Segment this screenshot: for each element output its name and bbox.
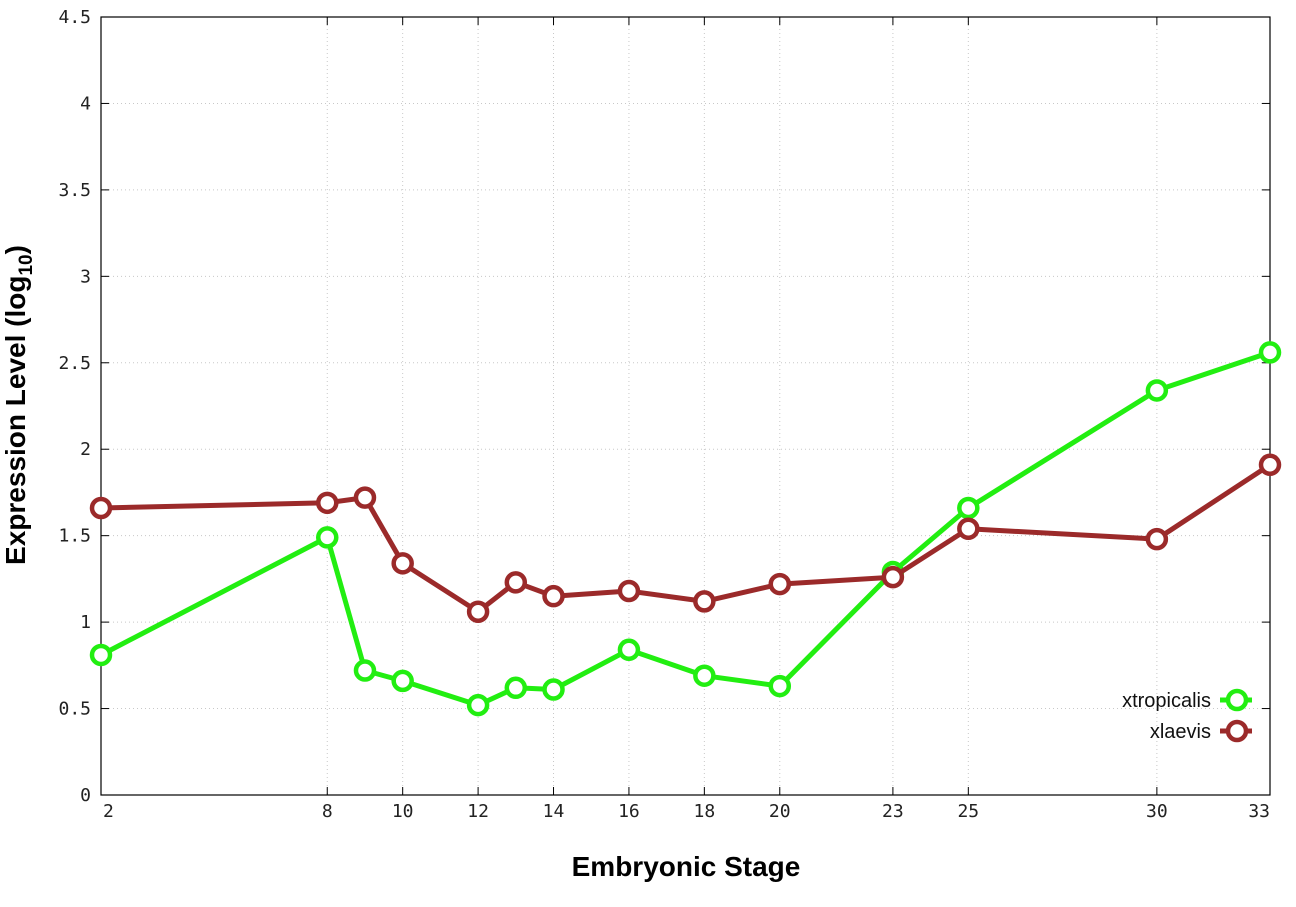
x-tick-label: 10: [392, 801, 414, 822]
x-tick-label: 33: [1248, 801, 1270, 822]
data-point-xlaevis: [881, 565, 905, 589]
legend-entry-xtropicalis: xtropicalis: [1122, 688, 1252, 712]
data-point-xtropicalis: [316, 526, 339, 549]
y-tick-label: 0: [80, 785, 91, 806]
data-point-xtropicalis: [353, 659, 377, 682]
data-point-xlaevis: [1258, 453, 1282, 477]
data-point-xtropicalis: [391, 669, 414, 693]
data-point-xtropicalis: [768, 674, 792, 698]
data-point-xlaevis: [504, 571, 528, 594]
data-series: [89, 341, 1282, 717]
data-point-xlaevis: [391, 552, 414, 575]
grid-lines: [101, 17, 1270, 795]
data-point-xlaevis: [617, 579, 641, 603]
legend-entry-xlaevis: xlaevis: [1150, 719, 1252, 743]
y-tick-label: 4.5: [58, 7, 91, 28]
x-tick-label: 12: [467, 801, 489, 822]
data-point-xlaevis: [89, 496, 113, 520]
data-point-xlaevis: [768, 572, 792, 596]
data-point-xtropicalis: [1258, 341, 1282, 364]
legend-swatch-marker-xtropicalis: [1225, 688, 1249, 712]
legend: xtropicalis xlaevis: [1122, 688, 1252, 743]
y-axis-title-main: Expression Level (log: [0, 276, 31, 565]
data-point-xlaevis: [316, 491, 339, 515]
y-tick-label: 3: [80, 266, 91, 287]
data-point-xtropicalis: [466, 693, 490, 717]
legend-swatch-marker-xlaevis: [1225, 719, 1249, 743]
legend-label-xtropicalis: xtropicalis: [1122, 690, 1211, 712]
data-point-xtropicalis: [617, 638, 641, 662]
y-tick-label: 2.5: [58, 353, 91, 374]
series-xlaevis: [89, 453, 1282, 623]
y-axis-title: Expression Level (log10): [0, 245, 37, 565]
data-point-xlaevis: [693, 590, 716, 613]
x-tick-label: 8: [322, 801, 333, 822]
x-tick-label: 25: [957, 801, 979, 822]
data-point-xtropicalis: [957, 496, 980, 520]
y-tick-label: 2: [80, 439, 91, 460]
series-xtropicalis: [89, 341, 1282, 717]
y-tick-label: 1.5: [58, 526, 91, 547]
x-tick-label: 20: [769, 801, 791, 822]
data-point-xlaevis: [542, 584, 565, 608]
x-tick-label: 2: [103, 801, 114, 822]
data-point-xtropicalis: [504, 676, 528, 700]
y-tick-label: 1: [80, 612, 91, 633]
data-point-xtropicalis: [693, 664, 716, 687]
series-line-xlaevis: [98, 462, 1273, 615]
y-tick-label: 3.5: [58, 180, 91, 201]
x-tick-label: 23: [882, 801, 904, 822]
axis-ticks: 0 0.5 1 1.5 2 2.5 3 3.5 4 4.5 2 8 10 12 14 16 18 20 23 25 30…: [58, 7, 1271, 822]
data-point-xtropicalis: [89, 643, 113, 667]
y-axis-title-subscript: 10: [16, 254, 37, 275]
plot-area-frame: [100, 16, 1271, 796]
y-tick-label: 0.5: [58, 699, 91, 720]
x-tick-label: 30: [1146, 801, 1168, 822]
x-tick-label: 16: [618, 801, 640, 822]
data-point-xlaevis: [957, 517, 980, 541]
data-point-xtropicalis: [542, 678, 565, 701]
data-point-xlaevis: [466, 600, 490, 623]
x-tick-label: 14: [543, 801, 565, 822]
y-axis-title-close: ): [0, 245, 31, 254]
data-point-xtropicalis: [1145, 379, 1169, 402]
x-tick-label: 18: [694, 801, 716, 822]
x-axis-title: Embryonic Stage: [572, 851, 801, 882]
data-point-xlaevis: [1145, 527, 1169, 551]
data-point-xlaevis: [353, 486, 377, 509]
y-tick-label: 4: [80, 93, 91, 114]
legend-label-xlaevis: xlaevis: [1150, 721, 1211, 743]
series-line-xtropicalis: [98, 349, 1273, 708]
